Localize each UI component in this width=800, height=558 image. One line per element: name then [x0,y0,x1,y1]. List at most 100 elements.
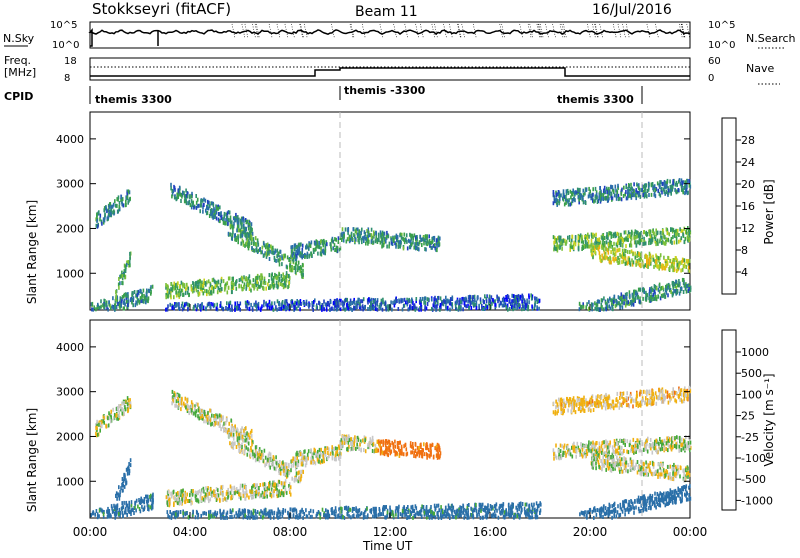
scatter-cell [224,222,226,226]
scatter-cell [609,259,611,263]
scatter-cell [331,445,333,449]
scatter-cell [595,237,597,241]
scatter-cell [188,201,190,205]
scatter-cell [123,306,125,310]
scatter-cell [246,232,248,236]
scatter-cell [615,185,617,189]
scatter-cell [382,300,384,304]
scatter-cell [606,232,608,236]
scatter-cell [213,423,215,427]
scatter-cell [375,298,377,302]
scatter-cell [671,237,673,241]
scatter-cell [133,296,135,300]
scatter-cell [199,292,201,296]
scatter-cell [150,505,152,509]
scatter-cell [188,293,190,297]
scatter-cell [213,203,215,207]
scatter-cell [629,234,631,238]
scatter-cell [660,194,662,198]
scatter-cell [645,232,647,236]
scatter-cell [640,195,642,199]
scatter-cell [633,193,635,197]
scatter-cell [226,418,228,422]
scatter-cell [319,455,321,459]
scatter-cell [315,242,317,246]
scatter-cell [309,303,311,307]
scatter-cell [231,290,233,294]
scatter-cell [663,256,665,260]
scatter-cell [195,491,197,495]
scatter-cell [254,285,256,289]
scatter-cell [623,186,625,190]
scatter-cell [102,303,104,307]
scatter-cell [266,462,268,466]
scatter-cell [263,453,265,457]
scatter-cell [179,190,181,194]
scatter-cell [420,303,422,307]
scatter-cell [591,239,593,243]
scatter-cell [98,210,100,214]
scatter-cell [227,430,229,434]
scatter-cell [649,261,651,265]
scatter-cell [203,203,205,207]
scatter-cell [300,452,302,456]
scatter-cell [588,307,590,311]
scatter-cell [635,293,637,297]
scatter-cell [322,455,324,459]
scatter-cell [205,209,207,213]
scatter-cell [366,237,368,241]
scatter-cell [390,300,392,304]
power-ylabel: Slant Range [km] [25,200,39,304]
scatter-cell [176,399,178,403]
scatter-cell [320,239,322,243]
scatter-cell [661,191,663,195]
scatter-cell [205,492,207,496]
scatter-cell [192,493,194,497]
scatter-cell [209,409,211,413]
noise-search-trace [540,24,543,38]
scatter-cell [304,449,306,453]
scatter-cell [110,415,112,419]
scatter-cell [123,501,125,505]
scatter-cell [655,260,657,264]
scatter-cell [212,216,214,220]
scatter-cell [231,488,233,492]
scatter-cell [219,413,221,417]
scatter-cell [478,304,480,308]
scatter-cell [353,437,355,441]
scatter-cell [185,406,187,410]
scatter-cell [667,286,669,290]
scatter-cell [615,251,617,255]
scatter-cell [115,494,117,498]
scatter-cell [640,253,642,257]
scatter-cell [431,246,433,250]
scatter-cell [301,267,303,271]
scatter-cell [338,236,340,240]
scatter-cell [274,258,276,262]
scatter-cell [191,195,193,199]
scatter-cell [249,279,251,283]
scatter-cell [227,216,229,220]
scatter-cell [636,254,638,258]
scatter-cell [169,498,171,502]
scatter-cell [304,255,306,259]
scatter-cell [281,303,283,307]
scatter-cell [269,466,271,470]
scatter-cell [185,291,187,295]
scatter-cell [616,259,618,263]
scatter-cell [265,245,267,249]
noise-left-label: N.Sky [3,32,35,45]
scatter-cell [682,268,684,272]
scatter-cell [117,492,119,496]
scatter-cell [236,445,238,449]
scatter-cell [169,303,171,307]
scatter-cell [643,265,645,269]
scatter-cell [95,307,97,311]
scatter-cell [269,460,271,464]
scatter-cell [612,185,614,189]
scatter-cell [112,211,114,215]
scatter-cell [320,448,322,452]
scatter-cell [677,263,679,267]
scatter-cell [202,199,204,203]
